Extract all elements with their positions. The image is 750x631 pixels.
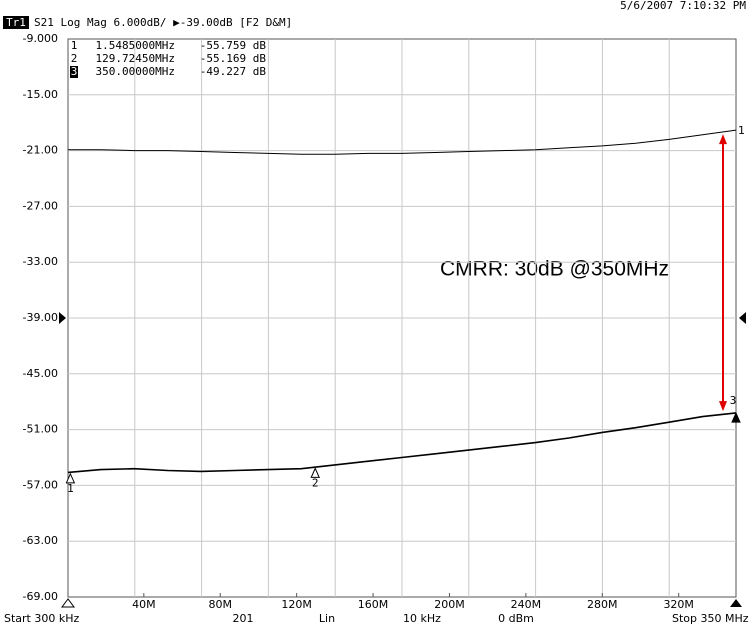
y-tick-label: -63.00	[23, 534, 58, 547]
x-tick-label: 40M	[132, 598, 156, 611]
marker-label: 2	[312, 476, 319, 489]
marker	[310, 467, 320, 478]
header: S21 Log Mag 6.000dB/ ▶-39.00dB [F2 D&M]	[34, 16, 292, 29]
marker-label: 3	[730, 394, 737, 407]
x-tick-label: 280M	[587, 598, 618, 611]
status-item: 10 kHz	[403, 612, 441, 625]
reference-marker	[59, 312, 66, 324]
x-tick-label: 80M	[208, 598, 232, 611]
x-tick-label: 240M	[511, 598, 542, 611]
marker-number: 1	[71, 39, 78, 52]
marker-frequency: 350.00000MHz	[96, 65, 175, 78]
status-item: 201	[233, 612, 254, 625]
y-tick-label: -51.00	[23, 423, 58, 436]
status-item: Lin	[319, 612, 335, 625]
trace-id: Tr1	[6, 16, 26, 29]
y-tick-label: -33.00	[23, 255, 58, 268]
y-tick-label: -57.00	[23, 478, 58, 491]
marker-value: -55.169 dB	[200, 52, 267, 65]
start-marker	[61, 598, 75, 608]
x-tick-label: 200M	[434, 598, 465, 611]
trace	[67, 412, 737, 474]
marker	[731, 411, 741, 423]
reference-marker	[739, 312, 746, 324]
y-tick-label: -45.00	[23, 367, 58, 380]
status-item: Start 300 kHz	[4, 612, 80, 625]
y-tick-label: -27.00	[23, 199, 58, 212]
trace-end-label: 1	[738, 124, 745, 137]
marker-label: 1	[67, 482, 74, 495]
trace-badge	[3, 16, 29, 29]
trace	[68, 129, 737, 155]
timestamp: 5/6/2007 7:10:32 PM	[620, 0, 746, 12]
marker-number: 3	[71, 65, 78, 78]
annotation: CMRR: 30dB @350MHz	[440, 258, 669, 281]
stop-marker	[730, 599, 742, 607]
y-tick-label: -39.00	[23, 311, 58, 324]
marker-frequency: 129.72450MHz	[96, 52, 175, 65]
y-tick-label: -69.00	[23, 590, 58, 603]
status-item: 0 dBm	[498, 612, 534, 625]
arrow-head	[719, 401, 727, 412]
x-tick-label: 320M	[663, 598, 694, 611]
marker-value: -49.227 dB	[200, 65, 267, 78]
arrow-head	[719, 134, 727, 145]
y-tick-label: -9.000	[23, 32, 58, 45]
status-item: Stop 350 MHz	[672, 612, 749, 625]
marker-number: 2	[71, 52, 78, 65]
marker	[65, 472, 76, 484]
marker-frequency: 1.5485000MHz	[96, 39, 175, 52]
marker-value: -55.759 dB	[200, 39, 267, 52]
y-tick-label: -15.00	[23, 88, 58, 101]
x-tick-label: 120M	[281, 598, 312, 611]
y-tick-label: -21.00	[23, 144, 58, 157]
x-tick-label: 160M	[358, 598, 389, 611]
active-badge	[70, 66, 78, 78]
